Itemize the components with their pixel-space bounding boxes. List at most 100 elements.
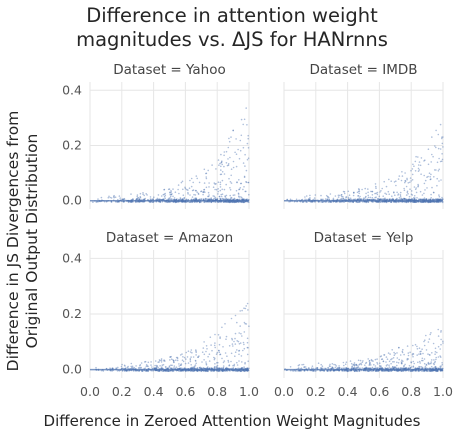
data-point: [246, 198, 248, 200]
data-point: [438, 198, 441, 201]
data-point: [222, 370, 224, 372]
data-point: [438, 180, 440, 182]
data-point: [186, 356, 189, 358]
data-point: [117, 366, 119, 369]
data-point: [392, 365, 394, 368]
data-point: [395, 201, 398, 204]
data-point: [364, 187, 367, 190]
data-point: [229, 189, 232, 191]
data-point: [215, 365, 218, 368]
data-point: [124, 367, 127, 370]
data-point: [113, 196, 115, 199]
data-point: [215, 198, 217, 201]
data-point: [221, 370, 224, 372]
data-point: [144, 361, 146, 363]
data-point: [225, 197, 227, 200]
data-point: [163, 188, 166, 191]
data-point: [236, 370, 239, 373]
data-point: [179, 367, 181, 370]
data-point: [320, 194, 322, 197]
data-point: [219, 162, 221, 165]
data-point: [420, 157, 423, 159]
data-point: [203, 367, 205, 369]
data-point: [203, 168, 206, 171]
data-point: [393, 191, 395, 193]
data-point: [205, 186, 208, 189]
data-point: [441, 196, 443, 199]
data-point: [157, 194, 160, 196]
data-point: [242, 201, 244, 204]
data-point: [228, 198, 230, 200]
data-point: [363, 197, 365, 199]
data-point: [193, 366, 195, 368]
data-point: [395, 180, 397, 182]
data-point: [244, 361, 246, 364]
data-point: [371, 190, 374, 193]
data-point: [123, 197, 125, 200]
data-point: [347, 196, 350, 199]
data-point: [357, 359, 360, 362]
data-point: [441, 136, 443, 138]
data-point: [343, 364, 345, 367]
data-point: [436, 370, 439, 373]
data-point: [202, 191, 205, 194]
data-point: [356, 201, 359, 204]
data-point: [113, 195, 115, 198]
data-point: [210, 201, 213, 204]
data-point: [353, 363, 355, 366]
data-point: [172, 198, 174, 201]
data-point: [222, 361, 225, 364]
data-point: [226, 164, 229, 167]
data-point: [219, 367, 221, 369]
data-point: [118, 195, 121, 197]
data-point: [421, 198, 423, 201]
data-point: [235, 370, 237, 372]
data-point: [403, 189, 406, 192]
x-tick-label: 1.0: [433, 384, 453, 399]
data-point: [419, 352, 422, 355]
data-point: [222, 346, 224, 348]
data-point: [424, 189, 426, 191]
data-point: [403, 353, 405, 356]
data-point: [225, 335, 228, 338]
data-point: [183, 367, 185, 370]
data-point: [182, 201, 184, 203]
data-point: [190, 349, 193, 351]
data-point: [203, 353, 206, 356]
data-point: [175, 366, 178, 369]
data-point: [208, 186, 210, 188]
data-point: [246, 341, 249, 344]
data-point: [436, 198, 439, 200]
data-point: [168, 198, 170, 201]
data-point: [220, 193, 222, 196]
data-point: [383, 180, 386, 183]
data-point: [239, 139, 242, 142]
data-point: [415, 191, 418, 194]
data-point: [157, 366, 159, 369]
data-point: [214, 342, 216, 344]
data-point: [227, 163, 230, 165]
data-point: [407, 352, 410, 354]
data-point: [236, 181, 238, 183]
data-point: [231, 201, 234, 204]
data-point: [243, 201, 245, 204]
data-point: [159, 201, 162, 203]
data-point: [433, 169, 436, 171]
data-point: [321, 365, 324, 368]
data-point: [167, 370, 170, 372]
data-point: [423, 340, 425, 343]
data-point: [198, 201, 201, 203]
data-point: [311, 201, 313, 203]
data-point: [189, 179, 191, 182]
data-point: [400, 198, 403, 200]
data-point: [393, 351, 395, 354]
data-point: [241, 367, 243, 369]
data-point: [210, 367, 213, 369]
data-point: [434, 365, 437, 368]
data-point: [398, 197, 401, 199]
data-point: [222, 367, 225, 369]
data-point: [141, 370, 144, 373]
data-point: [409, 188, 411, 190]
data-point: [435, 198, 437, 200]
data-point: [158, 359, 161, 361]
